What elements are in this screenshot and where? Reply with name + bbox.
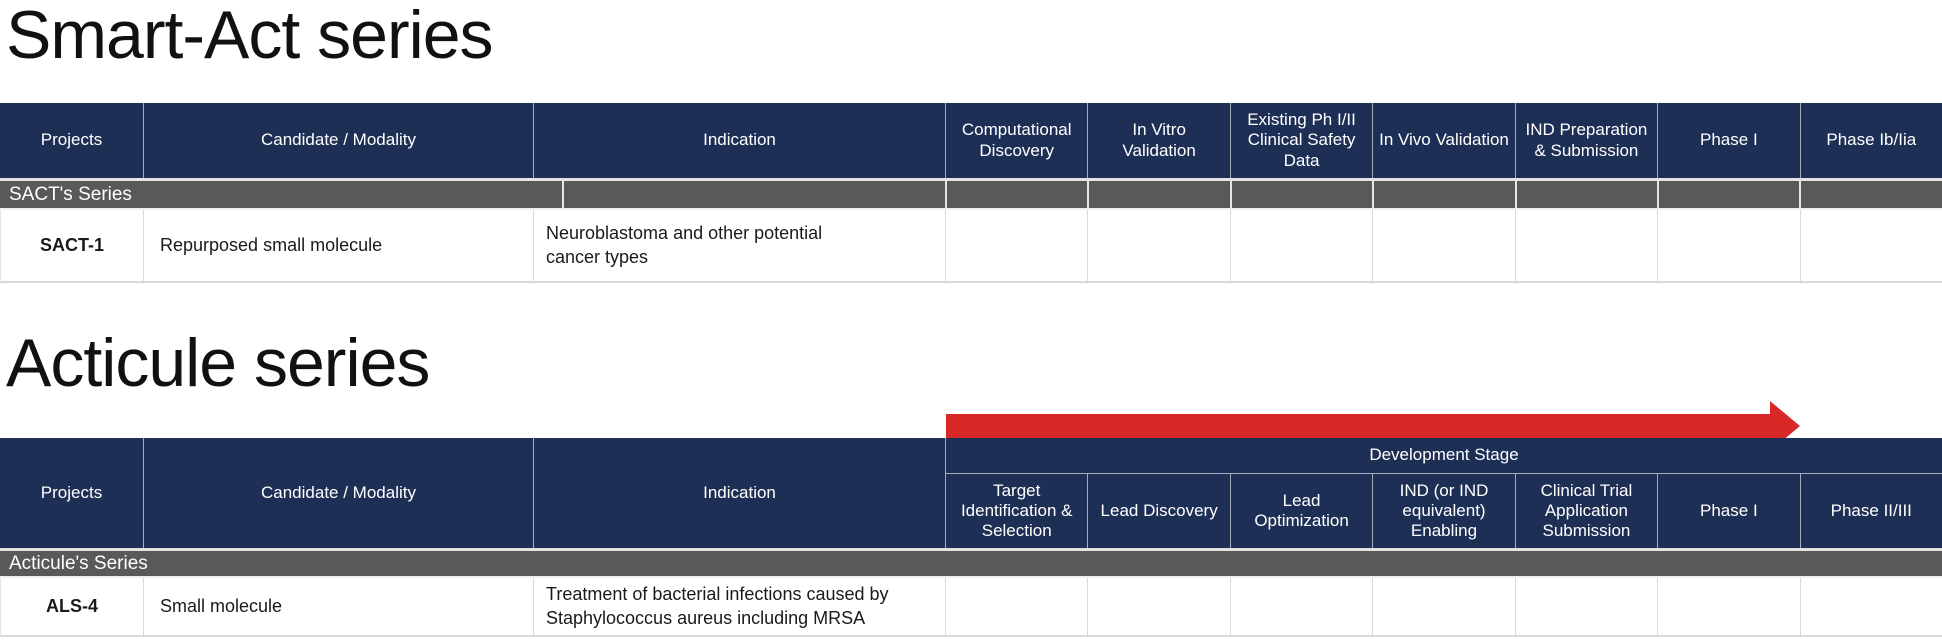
indication-cell-als-4: Treatment of bacterial infections caused… xyxy=(533,578,945,637)
stage-header-lead-discovery: Lead Discovery xyxy=(1087,474,1230,548)
candidate-cell-sact-1: Repurposed small molecule xyxy=(143,210,533,283)
indication-text: Treatment of bacterial infections caused… xyxy=(546,584,889,628)
series-row-label: SACT's Series xyxy=(9,183,132,205)
stage-cell-empty xyxy=(1514,210,1658,283)
acticule-grid: Projects Candidate / Modality Indication… xyxy=(0,438,1942,637)
indication-text: Neuroblastoma and other potential cancer… xyxy=(546,223,823,267)
column-header-candidate-modality: Candidate / Modality xyxy=(143,438,533,548)
stage-cell-empty xyxy=(1799,210,1942,283)
smart-act-series-title: Smart-Act series xyxy=(6,0,494,73)
series-row-divider xyxy=(562,181,564,208)
column-header-candidate-modality: Candidate / Modality xyxy=(143,103,533,178)
stage-cell-empty xyxy=(1229,210,1373,283)
acticule-series-title: Acticule series xyxy=(6,325,430,401)
series-row-sact: SACT's Series xyxy=(0,178,1942,210)
series-row-divider xyxy=(1372,181,1374,208)
stage-header-lead-optimization: Lead Optimization xyxy=(1229,474,1373,548)
stage-header-clinical-trial-application-submission: Clinical Trial Application Submission xyxy=(1514,474,1658,548)
stage-header-phase-i: Phase I xyxy=(1657,474,1800,548)
indication-cell-sact-1: Neuroblastoma and other potential cancer… xyxy=(533,210,945,283)
stage-group-header-development-stage: Development Stage xyxy=(945,438,1942,474)
series-row-acticule: Acticule's Series xyxy=(0,548,1942,578)
series-row-divider xyxy=(1657,181,1659,208)
series-row-divider xyxy=(1515,181,1517,208)
stage-cell-empty xyxy=(1657,210,1800,283)
series-row-divider xyxy=(1799,181,1801,208)
stage-header-ind-enabling: IND (or IND equivalent) Enabling xyxy=(1372,474,1515,548)
stage-cell-empty xyxy=(1372,210,1515,283)
arrow-body xyxy=(946,414,1770,439)
series-row-divider xyxy=(1087,181,1089,208)
column-header-indication: Indication xyxy=(533,438,945,548)
stage-cell-empty xyxy=(945,578,1088,637)
candidate-cell-als-4: Small molecule xyxy=(143,578,533,637)
project-cell-sact-1: SACT-1 xyxy=(0,210,143,283)
stage-header-target-identification-selection: Target Identification & Selection xyxy=(945,474,1088,548)
smart-act-pipeline-table: Projects Candidate / Modality Indication… xyxy=(0,103,1942,451)
stage-header-computational-discovery: Computational Discovery xyxy=(945,103,1088,178)
stage-cell-empty xyxy=(945,210,1088,283)
series-row-divider xyxy=(945,181,947,208)
smart-act-grid: Projects Candidate / Modality Indication… xyxy=(0,103,1942,283)
stage-header-phase-ii-iii: Phase II/III xyxy=(1799,474,1942,548)
stage-header-phase-i: Phase I xyxy=(1657,103,1800,178)
stage-cell-empty xyxy=(1514,578,1658,637)
stage-cell-empty xyxy=(1657,578,1800,637)
series-row-label: Acticule's Series xyxy=(9,552,148,574)
acticule-pipeline-table: Projects Candidate / Modality Indication… xyxy=(0,438,1942,637)
stage-header-in-vivo-validation: In Vivo Validation xyxy=(1372,103,1515,178)
project-cell-als-4: ALS-4 xyxy=(0,578,143,637)
column-header-indication: Indication xyxy=(533,103,945,178)
stage-header-ind-preparation-submission: IND Preparation & Submission xyxy=(1514,103,1658,178)
stage-header-in-vitro-validation: In Vitro Validation xyxy=(1087,103,1230,178)
stage-cell-empty xyxy=(1229,578,1373,637)
series-row-divider xyxy=(1230,181,1232,208)
stage-cell-empty xyxy=(1087,210,1230,283)
stage-header-phase-ib-iia: Phase Ib/Iia xyxy=(1799,103,1942,178)
column-header-projects: Projects xyxy=(0,438,143,548)
stage-cell-empty xyxy=(1087,578,1230,637)
stage-cell-empty xyxy=(1372,578,1515,637)
stage-header-existing-ph-clinical-safety-data: Existing Ph I/II Clinical Safety Data xyxy=(1229,103,1373,178)
stage-cell-empty xyxy=(1799,578,1942,637)
column-header-projects: Projects xyxy=(0,103,143,178)
